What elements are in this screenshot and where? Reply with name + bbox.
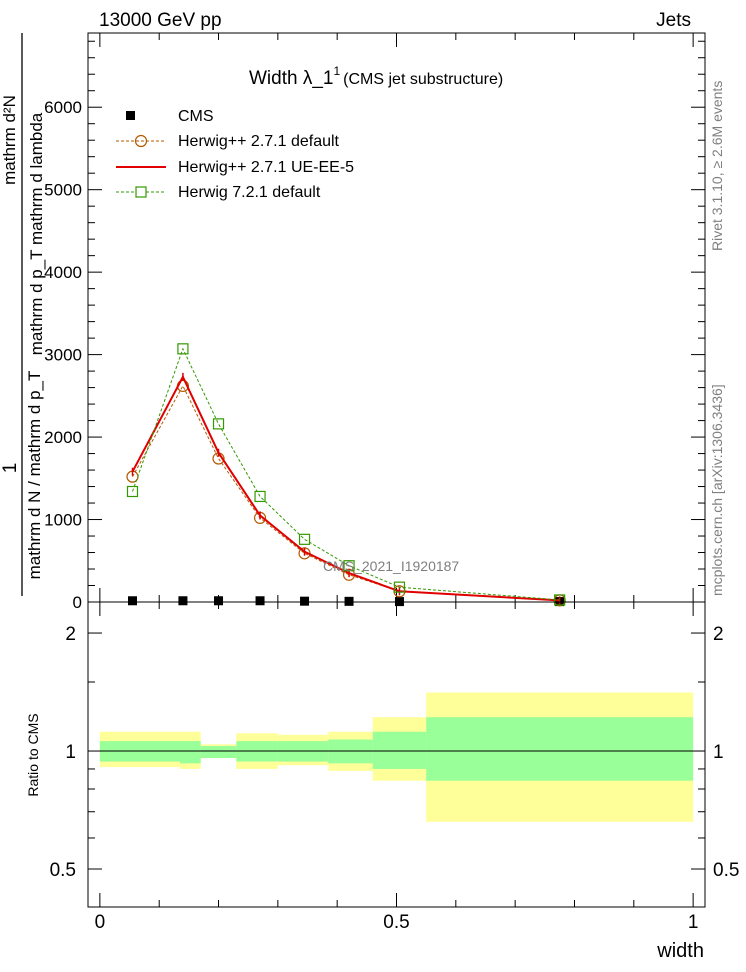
herwig7-point (254, 490, 266, 503)
ratio-y-tick-label-left: 1 (65, 742, 76, 763)
herwig7-point (177, 343, 189, 355)
series-line (131, 374, 560, 602)
main-y-tick-label: 6000 (44, 98, 82, 117)
main-y-axis-title: 1 mathrm d²N mathrm d p_T mathrm d lambd… (0, 33, 46, 596)
herwig7-point (212, 418, 225, 430)
legend-entry-herwigpp-ueee5: Herwig++ 2.7.1 UE-EE-5 (178, 159, 354, 176)
cms-point (344, 596, 354, 606)
watermark: CMS_2021_I1920187 (323, 558, 459, 574)
main-y-tick-label: 3000 (44, 346, 82, 365)
ratio-band-inner (426, 717, 694, 781)
x-tick-label: 0.5 (383, 912, 409, 933)
legend-herwigpp-default-marker (134, 134, 148, 148)
herwig7-point (126, 485, 139, 498)
legend-entry-cms: CMS (178, 108, 214, 125)
main-y-tick-label: 1000 (44, 511, 82, 530)
ylabel-numerator: mathrm d²N (0, 95, 19, 185)
legend-cms-marker (126, 111, 135, 120)
ratio-y-tick-label-left: 0.5 (50, 860, 76, 881)
x-axis-title: width (656, 940, 704, 962)
cms-point (178, 596, 188, 606)
legend: CMS Herwig++ 2.7.1 default Herwig++ 2.7.… (116, 108, 354, 201)
rivet-label: Rivet 3.1.10, ≥ 2.6M events (709, 81, 725, 251)
herwig7-point (343, 560, 355, 572)
x-tick-label: 0 (95, 912, 106, 933)
ratio-y-tick-label-right: 0.5 (713, 860, 739, 881)
legend-entry-herwigpp-default: Herwig++ 2.7.1 default (178, 133, 340, 150)
series-line (132, 347, 560, 601)
mcplots-label: mcplots.cern.ch [arXiv:1306.3436] (709, 384, 725, 596)
x-tick-label: 1 (688, 912, 699, 933)
legend-herwig7-marker (135, 186, 147, 198)
cms-point (127, 596, 137, 606)
legend-entry-herwig7: Herwig 7.2.1 default (178, 184, 321, 201)
ratio-band-inner (179, 741, 201, 764)
ratio-y-tick-label-right: 2 (713, 624, 724, 645)
header-right: Jets (656, 10, 691, 31)
herwig7-point (554, 594, 566, 606)
ratio-data-layer (99, 692, 705, 822)
main-axis-ticks: 0 1000 2000 3000 4000 5000 6000 (44, 33, 705, 612)
ratio-axis-ticks: 0.5 0.5 1 1 2 2 0 0.5 1 (50, 602, 739, 933)
ylabel-prefix: 1 (0, 463, 21, 474)
ylabel-secondary: mathrm d N / mathrm d p_T (25, 371, 44, 580)
herwig7-point (298, 533, 311, 545)
main-y-tick-label: 4000 (44, 263, 82, 282)
ratio-band-inner (372, 731, 427, 769)
ratio-band-inner (200, 745, 237, 758)
ratio-y-tick-label-right: 1 (713, 742, 724, 763)
plot-title: Width λ_11 (CMS jet substructure) (249, 64, 503, 89)
ratio-y-tick-label-left: 2 (65, 624, 76, 645)
header-left: 13000 GeV pp (99, 10, 222, 31)
cms-point (214, 596, 224, 606)
main-y-tick-label: 2000 (44, 428, 82, 447)
main-y-tick-label: 5000 (44, 181, 82, 200)
herwig7-point (393, 581, 406, 593)
ylabel-denominator: mathrm d p_T mathrm d lambda (27, 112, 46, 355)
main-y-tick-label: 0 (73, 593, 82, 612)
cms-point (255, 596, 265, 606)
cms-point (300, 596, 310, 606)
ratio-y-axis-title: Ratio to CMS (25, 713, 41, 796)
main-data-layer (126, 343, 566, 607)
